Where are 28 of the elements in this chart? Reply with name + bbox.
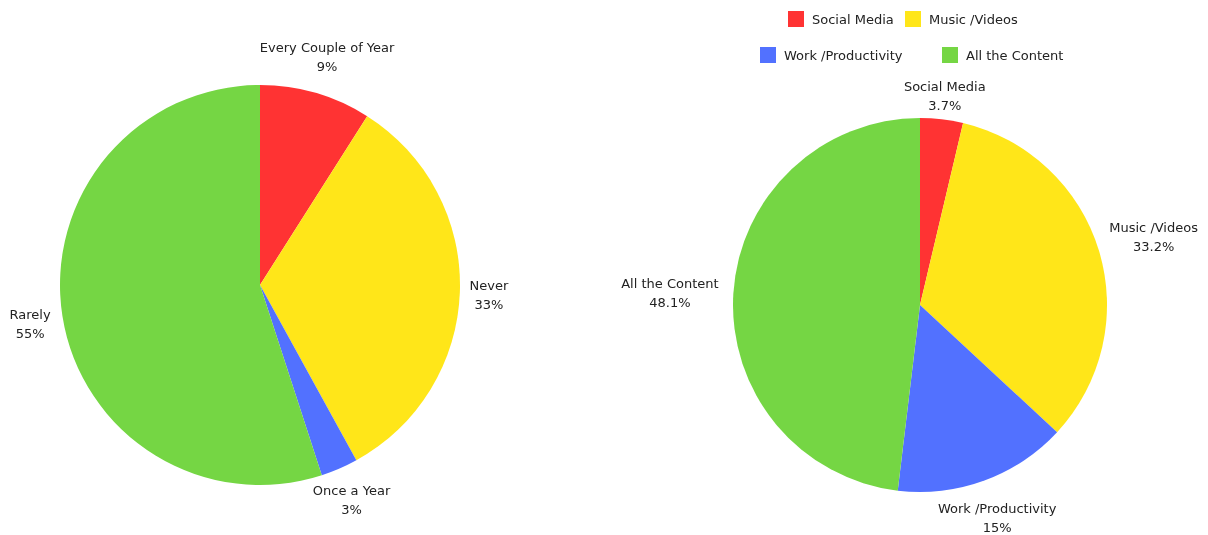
legend-label: Work /Productivity	[784, 47, 903, 63]
pie-slice	[260, 116, 460, 461]
slice-label: Every Couple of Year	[259, 39, 396, 55]
pie-slice	[920, 123, 1107, 433]
slice-label: Work /Productivity	[937, 501, 1057, 517]
data-label: 33%	[474, 297, 504, 313]
data-label: 48.1%	[649, 295, 691, 311]
legend-label: Social Media	[812, 11, 894, 27]
data-label: 33.2%	[1132, 238, 1175, 254]
slice-label: Once a Year	[312, 482, 391, 498]
data-label: 3.7%	[928, 97, 962, 113]
pie-slice	[733, 118, 920, 491]
pie-slice	[260, 285, 357, 476]
legend-label: Music /Videos	[929, 11, 1018, 27]
pie-slice	[60, 85, 322, 485]
pie-slice	[920, 118, 964, 305]
data-label: 9%	[316, 58, 338, 74]
slice-label: Music /Videos	[1109, 219, 1199, 235]
slice-label: Rarely	[9, 307, 51, 323]
slice-label: All the Content	[621, 276, 719, 292]
data-label: 55%	[15, 326, 45, 342]
slice-label: Never	[469, 278, 510, 294]
legend-label: All the Content	[966, 47, 1064, 63]
data-label: 3%	[341, 501, 362, 517]
pie-slice	[260, 85, 368, 285]
pie-slice	[897, 305, 1058, 492]
data-label: 15%	[982, 520, 1012, 535]
slice-label: Social Media	[903, 78, 986, 94]
